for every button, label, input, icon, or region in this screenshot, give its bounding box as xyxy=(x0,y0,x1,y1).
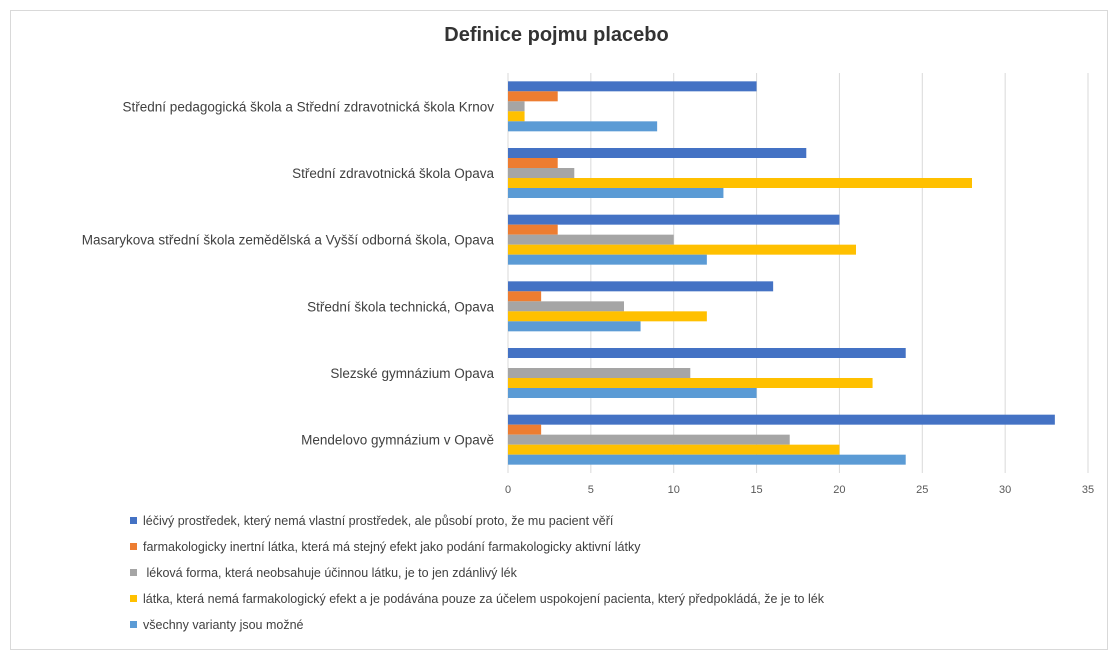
category-label-4: Slezské gymnázium Opava xyxy=(330,366,494,381)
bar-series-2-category-2 xyxy=(508,234,674,245)
category-label-0: Střední pedagogická škola a Střední zdra… xyxy=(123,99,495,114)
bar-series-2-category-0 xyxy=(508,101,525,112)
x-tick-label-6: 30 xyxy=(999,484,1011,496)
bar-series-2-category-1 xyxy=(508,168,575,178)
legend-label-1: farmakologicky inertní látka, která má s… xyxy=(143,540,641,554)
bar-series-3-category-0 xyxy=(508,111,525,122)
legend-swatch-4 xyxy=(130,621,137,629)
bar-series-3-category-3 xyxy=(508,311,707,322)
x-tick-label-1: 5 xyxy=(588,484,594,496)
bar-series-1-category-1 xyxy=(508,158,558,168)
x-tick-label-2: 10 xyxy=(668,484,680,496)
bar-series-4-category-3 xyxy=(508,321,641,332)
bar-series-1-category-0 xyxy=(508,91,558,102)
bar-series-4-category-4 xyxy=(508,388,757,398)
bar-series-0-category-1 xyxy=(508,148,807,158)
bar-series-2-category-4 xyxy=(508,368,691,378)
legend-swatch-2 xyxy=(130,569,137,577)
bar-series-3-category-4 xyxy=(508,378,873,388)
bar-series-3-category-5 xyxy=(508,444,840,455)
chart-legend: léčivý prostředek, který nemá vlastní pr… xyxy=(130,508,1090,638)
bar-series-3-category-2 xyxy=(508,244,856,255)
bar-series-0-category-3 xyxy=(508,281,774,292)
legend-item-3: látka, která nemá farmakologický efekt a… xyxy=(130,586,1090,612)
legend-swatch-3 xyxy=(130,595,137,603)
bar-series-4-category-5 xyxy=(508,454,906,465)
legend-item-1: farmakologicky inertní látka, která má s… xyxy=(130,534,1090,560)
category-label-1: Střední zdravotnická škola Opava xyxy=(292,166,494,181)
category-label-5: Mendelovo gymnázium v Opavě xyxy=(301,433,494,448)
legend-label-3: látka, která nemá farmakologický efekt a… xyxy=(143,592,824,606)
x-tick-label-3: 15 xyxy=(750,484,762,496)
bar-series-0-category-0 xyxy=(508,81,757,92)
x-tick-label-5: 25 xyxy=(916,484,928,496)
bar-chart: 0 5 10 15 20 25 30 35 Střední pedagogická škola … xyxy=(82,73,1094,496)
chart-title: Definice pojmu placebo xyxy=(444,24,669,46)
x-tick-label-0: 0 xyxy=(505,484,511,496)
bar-series-2-category-3 xyxy=(508,301,624,312)
legend-swatch-0 xyxy=(130,517,137,525)
bar-series-2-category-5 xyxy=(508,434,790,445)
bar-series-1-category-5 xyxy=(508,424,542,435)
legend-label-4: všechny varianty jsou možné xyxy=(143,618,304,632)
x-tick-label-4: 20 xyxy=(833,484,845,496)
legend-label-0: léčivý prostředek, který nemá vlastní pr… xyxy=(143,514,614,528)
category-label-3: Střední škola technická, Opava xyxy=(307,299,494,314)
bar-series-3-category-1 xyxy=(508,178,972,188)
legend-item-2: léková forma, která neobsahuje účinnou l… xyxy=(130,560,1090,586)
legend-item-0: léčivý prostředek, který nemá vlastní pr… xyxy=(130,508,1090,534)
bar-series-0-category-5 xyxy=(508,414,1055,425)
legend-item-4: všechny varianty jsou možné xyxy=(130,612,1090,638)
category-label-2: Masarykova střední škola zemědělská a Vy… xyxy=(82,233,495,248)
bar-series-1-category-3 xyxy=(508,291,542,302)
bar-series-4-category-2 xyxy=(508,254,707,265)
x-tick-label-7: 35 xyxy=(1082,484,1094,496)
bar-series-4-category-0 xyxy=(508,121,658,132)
bar-series-4-category-1 xyxy=(508,188,724,198)
bar-series-1-category-2 xyxy=(508,224,558,235)
bar-series-0-category-2 xyxy=(508,214,840,225)
legend-swatch-1 xyxy=(130,543,137,551)
bar-series-0-category-4 xyxy=(508,348,906,358)
legend-label-2: léková forma, která neobsahuje účinnou l… xyxy=(143,566,517,580)
